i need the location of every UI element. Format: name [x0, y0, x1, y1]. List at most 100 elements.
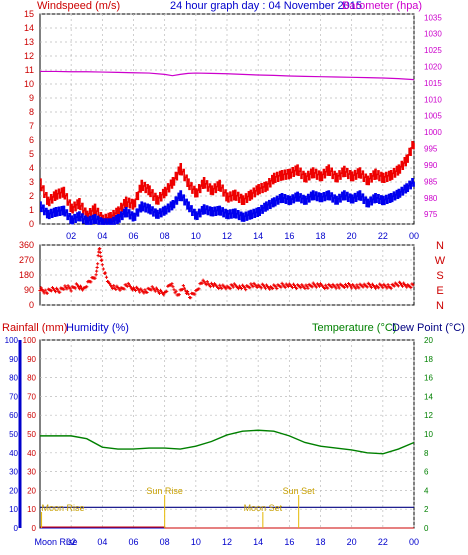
direction-point — [398, 281, 403, 285]
direction-point — [380, 284, 384, 288]
astro-label: Moon Set — [244, 503, 283, 513]
rain-x-tick-label: 20 — [347, 537, 357, 547]
wind-tick-label: 11 — [25, 65, 34, 75]
direction-point — [385, 286, 389, 290]
direction-point — [69, 289, 73, 293]
direction-point — [279, 285, 283, 289]
direction-point — [171, 285, 175, 289]
wind-x-tick-label: 16 — [284, 231, 294, 241]
barometer-tick-label: 1010 — [424, 95, 442, 104]
direction-point — [292, 283, 297, 288]
direction-point — [350, 286, 354, 290]
direction-point — [197, 287, 201, 291]
humidity-tick-label: 90 — [9, 355, 18, 364]
rain-x-tick-label: 06 — [128, 537, 138, 547]
direction-point — [211, 284, 216, 288]
temperature-tick-label: 2 — [424, 505, 429, 514]
direction-tick-label: 180 — [19, 270, 34, 280]
humidity-tick-label: 30 — [9, 468, 18, 477]
direction-point — [409, 285, 413, 290]
direction-point — [125, 284, 129, 288]
rain-x-tick-label: 14 — [253, 537, 263, 547]
wind-tick-label: 15 — [24, 9, 34, 19]
direction-point — [286, 284, 290, 289]
direction-point — [114, 287, 118, 291]
direction-point — [142, 291, 146, 295]
wind-tick-label: 10 — [24, 79, 34, 89]
direction-point — [65, 287, 69, 291]
direction-point — [75, 283, 79, 287]
direction-point — [295, 286, 299, 290]
direction-point — [99, 254, 103, 259]
direction-point — [306, 286, 310, 290]
direction-point — [400, 284, 405, 288]
direction-point — [76, 285, 81, 289]
direction-point — [104, 275, 109, 279]
direction-point — [274, 285, 278, 289]
direction-point — [143, 288, 147, 292]
direction-point — [345, 285, 350, 289]
rain-x-tick-label: 08 — [160, 537, 170, 547]
direction-point — [208, 284, 212, 289]
direction-point — [377, 286, 381, 290]
direction-point — [43, 288, 47, 292]
direction-point — [369, 285, 374, 290]
direction-point — [128, 285, 132, 289]
humidity-axis-label: Humidity (%) — [66, 322, 129, 334]
barometer-tick-label: 1005 — [424, 112, 442, 121]
humidity-tick-label: 60 — [9, 411, 18, 420]
direction-point — [184, 291, 189, 296]
compass-label: N — [436, 240, 444, 252]
rainfall-tick-label: 100 — [23, 336, 37, 345]
direction-point — [204, 283, 208, 287]
rainfall-axis-label: Rainfall (mm) — [2, 322, 67, 334]
rainfall-tick-label: 80 — [27, 374, 36, 383]
direction-point — [314, 285, 318, 289]
direction-point — [310, 285, 314, 289]
direction-point — [334, 286, 338, 290]
compass-label: W — [435, 255, 446, 267]
direction-point — [186, 292, 191, 296]
direction-point — [189, 296, 193, 300]
rainfall-tick-label: 70 — [27, 392, 36, 401]
direction-point — [155, 288, 159, 292]
temperature-tick-label: 0 — [424, 524, 429, 533]
direction-point — [239, 286, 244, 291]
direction-point — [205, 280, 209, 284]
temperature-line — [40, 429, 415, 455]
barometer-tick-label: 990 — [424, 161, 438, 170]
direction-point — [290, 285, 295, 290]
humidity-tick-label: 100 — [5, 336, 19, 345]
direction-point — [97, 247, 101, 251]
wind-x-tick-label: 14 — [253, 231, 263, 241]
direction-point — [110, 285, 114, 289]
barometer-tick-label: 980 — [424, 194, 438, 203]
direction-point — [95, 269, 99, 273]
barometer-tick-label: 1025 — [424, 46, 442, 55]
direction-point — [396, 284, 401, 288]
rainfall-tick-label: 10 — [27, 505, 36, 514]
direction-point — [303, 286, 307, 290]
direction-point — [145, 290, 149, 295]
direction-point — [255, 285, 259, 290]
wind-axis-label: Windspeed (m/s) — [37, 0, 120, 12]
direction-point — [100, 258, 104, 262]
wind-tick-label: 8 — [29, 107, 34, 117]
wind-tick-label: 0 — [29, 219, 34, 229]
humidity-tick-label: 0 — [14, 524, 19, 533]
direction-tick-label: 360 — [19, 240, 34, 250]
direction-point — [228, 286, 232, 291]
barometer-tick-label: 975 — [424, 210, 438, 219]
humidity-tick-label: 70 — [9, 392, 18, 401]
barometer-axis-label: Barometer (hpa) — [342, 0, 422, 12]
direction-point — [354, 286, 358, 290]
direction-point — [326, 286, 330, 290]
direction-point — [271, 286, 275, 291]
rain-x-tick-label: 00 — [409, 537, 419, 547]
barometer-tick-label: 1000 — [424, 128, 442, 137]
wind-tick-label: 3 — [29, 177, 34, 187]
wind-tick-label: 5 — [29, 149, 34, 159]
direction-point — [323, 286, 327, 291]
direction-point — [355, 283, 359, 287]
